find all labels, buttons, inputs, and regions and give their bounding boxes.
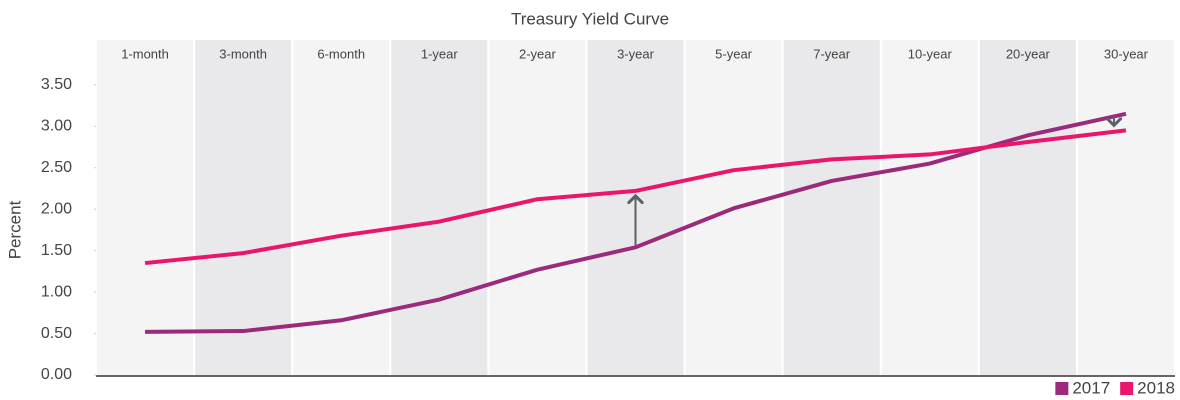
x-tick-label: 6-month bbox=[317, 46, 365, 61]
category-band bbox=[979, 40, 1076, 375]
y-tick-label: 1.00 bbox=[41, 283, 72, 300]
category-band bbox=[1077, 40, 1174, 375]
x-tick-label: 3-month bbox=[219, 46, 267, 61]
chart-title: Treasury Yield Curve bbox=[511, 9, 669, 28]
legend-swatch bbox=[1120, 382, 1134, 395]
y-axis-label: Percent bbox=[5, 200, 24, 259]
x-tick-label: 20-year bbox=[1006, 46, 1051, 61]
y-tick-label: 2.00 bbox=[41, 200, 72, 217]
x-tick-label: 10-year bbox=[908, 46, 953, 61]
x-tick-label: 5-year bbox=[715, 46, 753, 61]
category-band bbox=[97, 40, 194, 375]
y-tick-label: 0.50 bbox=[41, 325, 72, 342]
series-line bbox=[144, 128, 1127, 266]
y-tick-label: 2.50 bbox=[41, 159, 72, 176]
x-tick-label: 30-year bbox=[1104, 46, 1149, 61]
category-band bbox=[195, 40, 292, 375]
y-tick-label: 0.00 bbox=[41, 366, 72, 383]
legend-swatch bbox=[1055, 382, 1069, 395]
y-tick-label: 3.50 bbox=[41, 76, 72, 93]
y-tick-label: 3.00 bbox=[41, 117, 72, 134]
legend-label: 2017 bbox=[1072, 378, 1110, 397]
legend-label: 2018 bbox=[1137, 378, 1175, 397]
x-tick-label: 7-year bbox=[813, 46, 851, 61]
category-band bbox=[881, 40, 978, 375]
x-tick-label: 2-year bbox=[519, 46, 557, 61]
x-tick-label: 1-year bbox=[421, 46, 459, 61]
x-tick-label: 1-month bbox=[121, 46, 169, 61]
series-line bbox=[145, 111, 1127, 334]
y-tick-label: 1.50 bbox=[41, 242, 72, 259]
category-band bbox=[391, 40, 488, 375]
x-tick-label: 3-year bbox=[617, 46, 655, 61]
category-band bbox=[783, 40, 880, 375]
